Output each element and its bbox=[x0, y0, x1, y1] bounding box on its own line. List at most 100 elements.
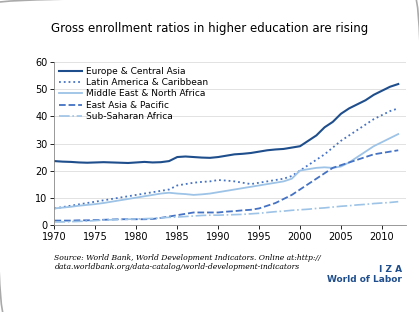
Sub-Saharan Africa bbox=[175, 215, 180, 219]
East Asia & Pacific bbox=[150, 217, 155, 221]
Middle East & North Africa bbox=[388, 136, 393, 140]
Europe & Central Asia bbox=[60, 160, 65, 163]
East Asia & Pacific bbox=[207, 211, 212, 214]
East Asia & Pacific bbox=[371, 153, 376, 156]
Middle East & North Africa bbox=[60, 206, 65, 209]
Europe & Central Asia bbox=[52, 159, 57, 163]
Middle East & North Africa bbox=[371, 144, 376, 148]
Sub-Saharan Africa bbox=[290, 208, 295, 212]
Sub-Saharan Africa bbox=[77, 220, 82, 223]
Legend: Europe & Central Asia, Latin America & Caribbean, Middle East & North Africa, Ea: Europe & Central Asia, Latin America & C… bbox=[59, 67, 208, 121]
Europe & Central Asia bbox=[216, 155, 221, 159]
East Asia & Pacific bbox=[322, 171, 327, 175]
Text: Source: World Bank, World Development Indicators. Online at:http://
data.worldba: Source: World Bank, World Development In… bbox=[54, 254, 321, 271]
Middle East & North Africa bbox=[297, 169, 303, 173]
East Asia & Pacific bbox=[363, 155, 368, 159]
Latin America & Caribbean bbox=[224, 179, 229, 183]
Europe & Central Asia bbox=[68, 160, 73, 164]
Latin America & Caribbean bbox=[117, 196, 122, 199]
Latin America & Caribbean bbox=[256, 181, 261, 185]
East Asia & Pacific bbox=[347, 161, 352, 164]
Latin America & Caribbean bbox=[93, 200, 98, 203]
Middle East & North Africa bbox=[290, 177, 295, 181]
East Asia & Pacific bbox=[191, 211, 196, 214]
Sub-Saharan Africa bbox=[60, 220, 65, 224]
East Asia & Pacific bbox=[52, 219, 57, 222]
Sub-Saharan Africa bbox=[347, 204, 352, 207]
Middle East & North Africa bbox=[240, 186, 245, 190]
Sub-Saharan Africa bbox=[265, 211, 270, 214]
Line: Latin America & Caribbean: Latin America & Caribbean bbox=[54, 108, 398, 208]
Middle East & North Africa bbox=[379, 140, 384, 144]
Latin America & Caribbean bbox=[371, 117, 376, 121]
Middle East & North Africa bbox=[281, 179, 286, 183]
Middle East & North Africa bbox=[199, 193, 204, 196]
Latin America & Caribbean bbox=[191, 181, 196, 185]
Europe & Central Asia bbox=[117, 161, 122, 165]
Europe & Central Asia bbox=[388, 85, 393, 89]
Latin America & Caribbean bbox=[322, 153, 327, 156]
Europe & Central Asia bbox=[175, 155, 180, 159]
Europe & Central Asia bbox=[339, 112, 344, 116]
Latin America & Caribbean bbox=[158, 189, 163, 193]
Middle East & North Africa bbox=[142, 194, 147, 198]
Middle East & North Africa bbox=[77, 204, 82, 207]
Middle East & North Africa bbox=[183, 192, 188, 196]
Europe & Central Asia bbox=[126, 161, 131, 165]
Europe & Central Asia bbox=[355, 102, 360, 106]
Europe & Central Asia bbox=[150, 161, 155, 164]
Europe & Central Asia bbox=[396, 82, 401, 86]
Sub-Saharan Africa bbox=[240, 212, 245, 216]
East Asia & Pacific bbox=[175, 213, 180, 217]
Latin America & Caribbean bbox=[265, 179, 270, 183]
East Asia & Pacific bbox=[273, 201, 278, 205]
Europe & Central Asia bbox=[166, 159, 171, 163]
East Asia & Pacific bbox=[281, 197, 286, 201]
Latin America & Caribbean bbox=[330, 146, 335, 149]
Latin America & Caribbean bbox=[175, 183, 180, 187]
Middle East & North Africa bbox=[224, 189, 229, 193]
East Asia & Pacific bbox=[109, 218, 114, 222]
Europe & Central Asia bbox=[142, 160, 147, 164]
East Asia & Pacific bbox=[126, 217, 131, 221]
Latin America & Caribbean bbox=[60, 205, 65, 209]
Middle East & North Africa bbox=[175, 192, 180, 195]
Sub-Saharan Africa bbox=[388, 201, 393, 204]
Latin America & Caribbean bbox=[290, 174, 295, 178]
Europe & Central Asia bbox=[322, 125, 327, 129]
Europe & Central Asia bbox=[85, 161, 90, 165]
Latin America & Caribbean bbox=[207, 179, 212, 183]
Line: Middle East & North Africa: Middle East & North Africa bbox=[54, 134, 398, 208]
East Asia & Pacific bbox=[183, 212, 188, 216]
Text: I Z A
World of Labor: I Z A World of Labor bbox=[327, 265, 402, 284]
Sub-Saharan Africa bbox=[216, 213, 221, 217]
Europe & Central Asia bbox=[93, 161, 98, 164]
Sub-Saharan Africa bbox=[191, 214, 196, 218]
Europe & Central Asia bbox=[371, 93, 376, 97]
East Asia & Pacific bbox=[166, 215, 171, 218]
Middle East & North Africa bbox=[232, 188, 237, 191]
Europe & Central Asia bbox=[183, 155, 188, 158]
East Asia & Pacific bbox=[85, 218, 90, 222]
Middle East & North Africa bbox=[52, 207, 57, 210]
Sub-Saharan Africa bbox=[158, 216, 163, 220]
Europe & Central Asia bbox=[281, 147, 286, 151]
Latin America & Caribbean bbox=[306, 163, 311, 167]
Middle East & North Africa bbox=[306, 167, 311, 171]
Latin America & Caribbean bbox=[339, 139, 344, 143]
East Asia & Pacific bbox=[306, 182, 311, 186]
Latin America & Caribbean bbox=[126, 194, 131, 198]
Sub-Saharan Africa bbox=[371, 202, 376, 205]
Text: Gross enrollment ratios in higher education are rising: Gross enrollment ratios in higher educat… bbox=[51, 22, 368, 35]
Europe & Central Asia bbox=[297, 144, 303, 148]
Europe & Central Asia bbox=[191, 155, 196, 159]
Latin America & Caribbean bbox=[183, 182, 188, 186]
Sub-Saharan Africa bbox=[379, 201, 384, 205]
Middle East & North Africa bbox=[93, 202, 98, 206]
Europe & Central Asia bbox=[240, 152, 245, 156]
Latin America & Caribbean bbox=[216, 178, 221, 182]
Latin America & Caribbean bbox=[68, 204, 73, 207]
Middle East & North Africa bbox=[166, 191, 171, 195]
Latin America & Caribbean bbox=[240, 181, 245, 185]
Sub-Saharan Africa bbox=[224, 213, 229, 217]
